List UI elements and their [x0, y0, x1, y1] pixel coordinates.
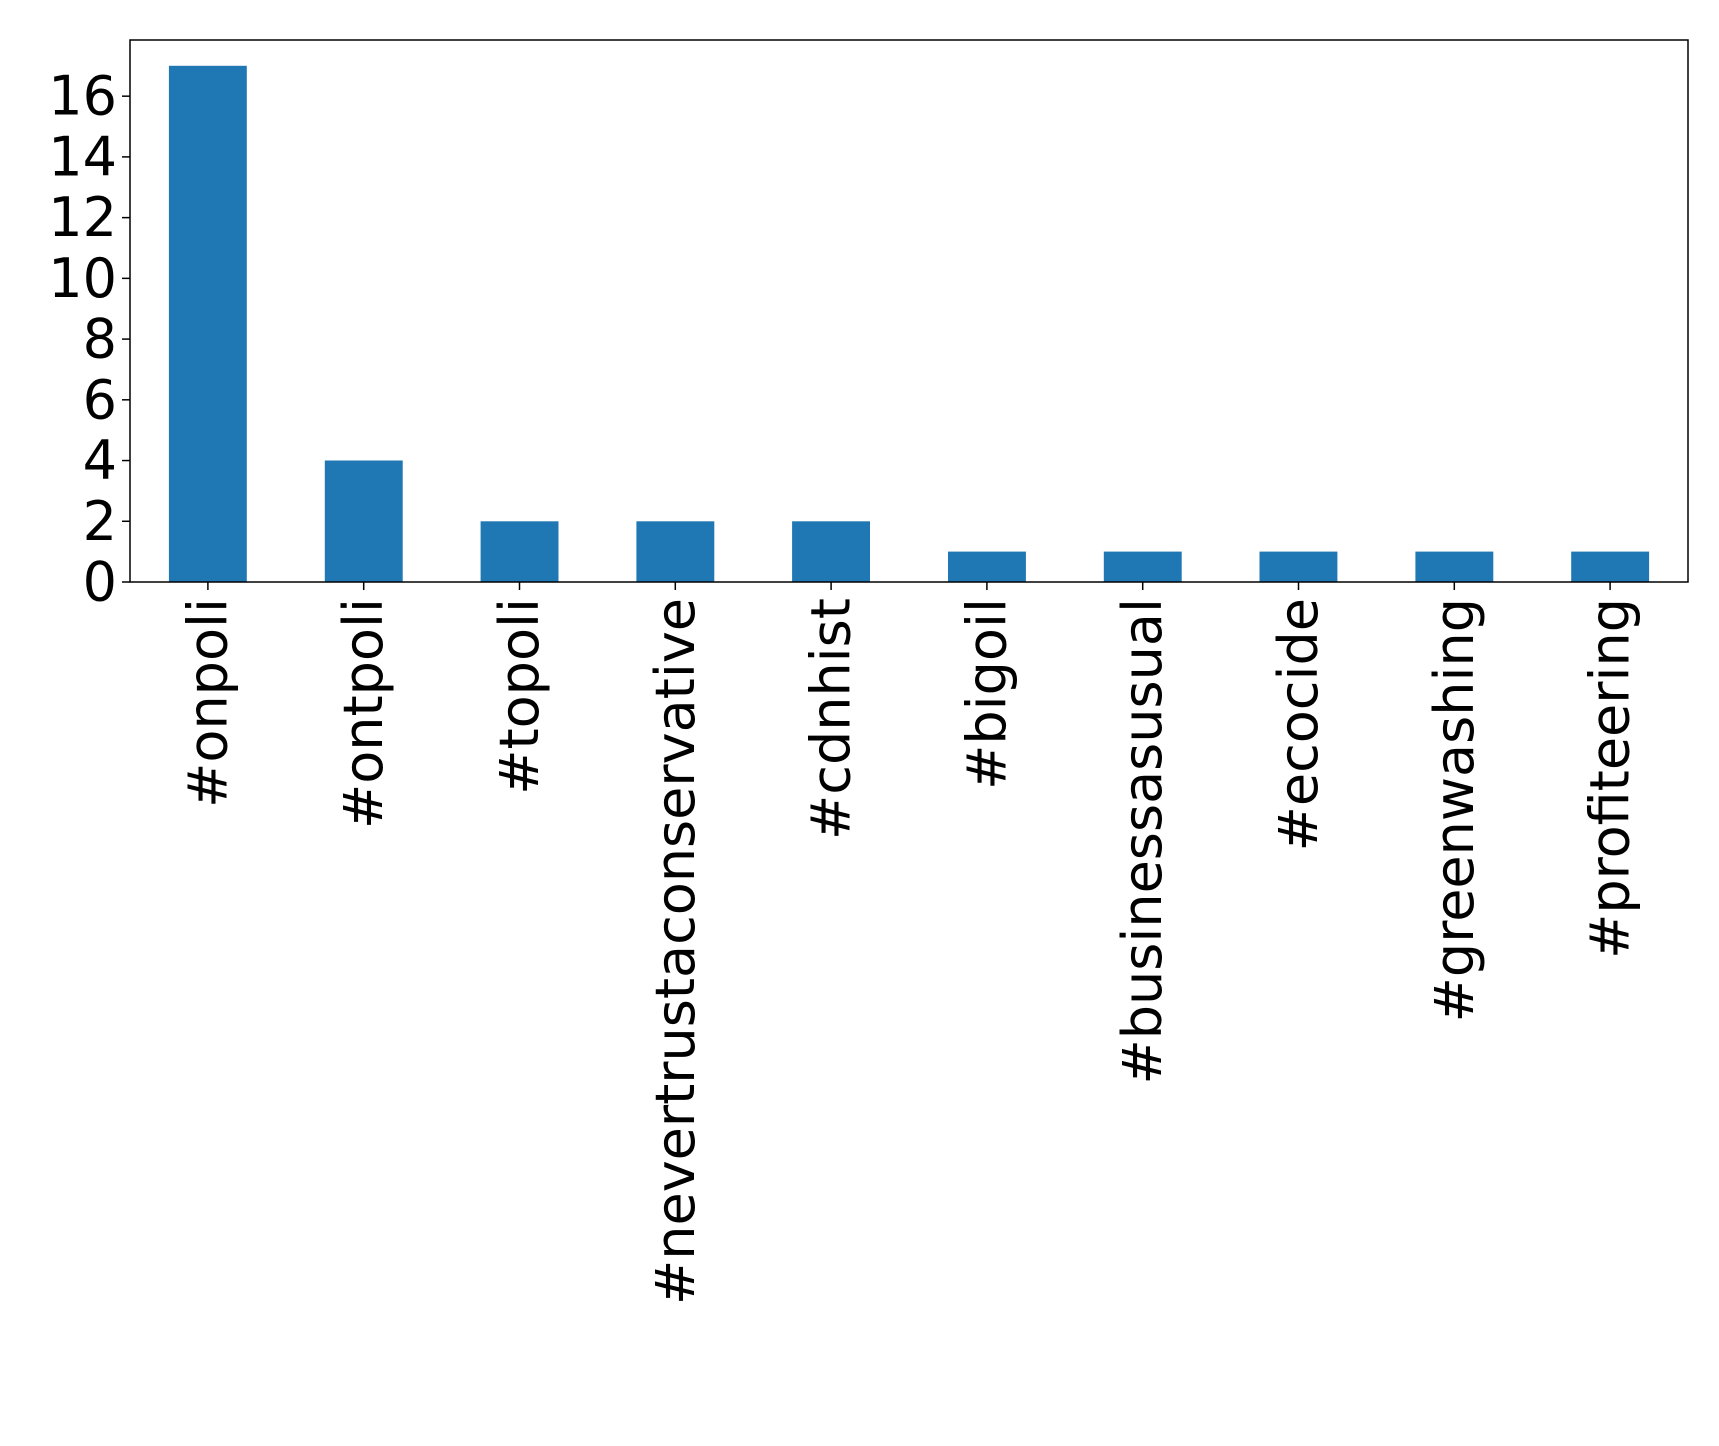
y-tick-label: 4 [83, 429, 117, 492]
y-tick-label: 0 [83, 551, 117, 614]
bar-cdnhist [792, 521, 870, 582]
x-tick-label: #topoli [488, 598, 551, 795]
x-tick-label: #onpoli [176, 598, 239, 808]
x-tick-label: #ecocide [1267, 598, 1330, 851]
bar-ontpoli [324, 460, 403, 582]
bar-greenwashing [1415, 551, 1494, 582]
x-tick-label: #nevertrustaconservative [644, 598, 707, 1305]
x-tick-label: #greenwashing [1423, 598, 1486, 1022]
bars-layer [168, 65, 1650, 583]
y-tick-label: 2 [83, 490, 117, 553]
y-tick-label: 8 [83, 308, 117, 371]
y-tick-label: 10 [48, 247, 117, 310]
y-tick-label: 16 [48, 65, 117, 128]
y-tick-label: 12 [48, 186, 117, 249]
y-tick-label: 6 [83, 368, 117, 431]
bar-profiteering [1571, 551, 1650, 582]
bar-topoli [480, 521, 559, 582]
bar-businessasusual [1103, 551, 1182, 582]
bar-ecocide [1259, 551, 1338, 582]
x-tick-label: #ontpoli [332, 598, 395, 829]
bar-nevertrustaconservative [636, 521, 715, 582]
plot-frame [129, 39, 1689, 583]
y-tick-label: 14 [48, 125, 117, 188]
bar-onpoli [168, 65, 247, 583]
x-tick-label: #cdnhist [800, 598, 863, 840]
x-tick-label: #bigoil [955, 598, 1018, 790]
x-tick-label: #profiteering [1579, 598, 1642, 959]
x-tick-label: #businessasusual [1111, 598, 1174, 1085]
bar-bigoil [948, 551, 1026, 582]
x-axis: #onpoli #ontpoli #topoli #nevertrustaconser… [176, 582, 1642, 1305]
